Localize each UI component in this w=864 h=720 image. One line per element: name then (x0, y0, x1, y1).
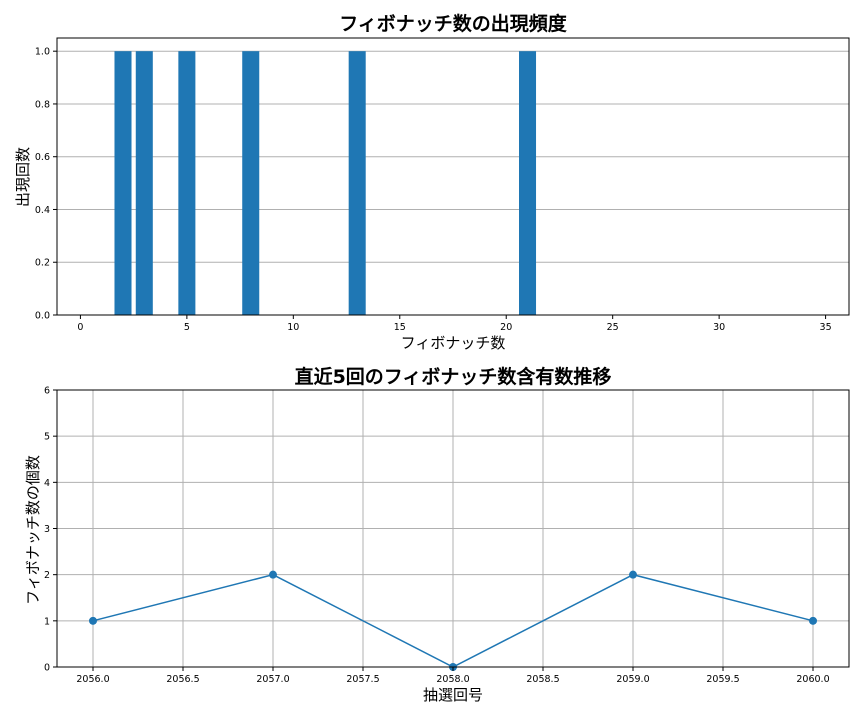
y-tick-label: 0.0 (35, 311, 50, 322)
x-tick-label: 2056.0 (76, 674, 109, 685)
y-axis-ticks: 0.0 0.2 0.4 0.6 0.8 1.0 (35, 47, 57, 322)
y-tick-label: 1.0 (35, 47, 50, 58)
x-tick-label: 2057.5 (346, 674, 379, 685)
plot-frame (56, 37, 850, 316)
x-tick-label: 2059.0 (616, 674, 649, 685)
x-tick-label: 2060.0 (796, 674, 829, 685)
bar (114, 51, 132, 315)
data-point-marker (809, 616, 817, 625)
x-axis-ticks: 2056.0 2056.5 2057.0 2057.5 2058.0 2058.5 2059… (76, 667, 830, 685)
gridlines (57, 389, 849, 668)
y-tick-label: 0.4 (35, 205, 50, 216)
bar (178, 51, 196, 315)
x-tick-label: 2057.0 (256, 674, 289, 685)
x-axis-ticks: 0 5 10 15 20 25 30 35 (77, 315, 832, 333)
data-point-marker (269, 570, 277, 579)
x-tick-label: 20 (500, 322, 512, 333)
y-tick-label: 1 (44, 616, 50, 627)
y-axis-label: フィボナッチ数の個数 (24, 455, 42, 605)
y-tick-label: 3 (44, 524, 50, 535)
data-point-marker (629, 570, 637, 579)
bar (348, 51, 366, 315)
y-axis-ticks: 0 1 2 3 4 5 6 (44, 386, 57, 674)
x-axis-label: フィボナッチ数 (401, 334, 506, 352)
chart-title: 直近5回のフィボナッチ数含有数推移 (295, 365, 612, 388)
bar (519, 51, 537, 315)
x-tick-label: 0 (77, 322, 83, 333)
x-tick-label: 2056.5 (166, 674, 199, 685)
bars (114, 51, 537, 315)
x-tick-label: 30 (713, 322, 725, 333)
x-tick-label: 5 (184, 322, 190, 333)
y-tick-label: 0.2 (35, 258, 50, 269)
x-tick-label: 2058.5 (526, 674, 559, 685)
y-tick-label: 0.8 (35, 99, 50, 110)
line-chart-recent-draws: 直近5回のフィボナッチ数含有数推移 2056.0 2056.5 2057.0 2057… (24, 365, 850, 704)
y-tick-label: 2 (44, 570, 50, 581)
chart-title: フィボナッチ数の出現頻度 (339, 12, 568, 35)
x-axis-label: 抽選回号 (423, 686, 483, 704)
x-tick-label: 10 (287, 322, 299, 333)
y-tick-label: 5 (44, 432, 50, 443)
x-tick-label: 25 (607, 322, 619, 333)
y-tick-label: 0 (44, 663, 50, 674)
x-tick-label: 2059.5 (706, 674, 739, 685)
data-point-marker (89, 616, 97, 625)
x-tick-label: 2058.0 (436, 674, 469, 685)
bar (135, 51, 153, 315)
y-tick-label: 4 (44, 478, 50, 489)
x-tick-label: 15 (394, 322, 406, 333)
bar-chart-fibonacci-frequency: フィボナッチ数の出現頻度 0 5 10 15 20 25 30 35 0.0 0.2 0.4 0.6… (14, 12, 850, 352)
bar (242, 51, 260, 315)
y-axis-label: 出現回数 (14, 147, 32, 207)
y-tick-label: 6 (44, 386, 50, 397)
y-gridlines (57, 50, 849, 316)
x-tick-label: 35 (820, 322, 832, 333)
y-tick-label: 0.6 (35, 152, 50, 163)
